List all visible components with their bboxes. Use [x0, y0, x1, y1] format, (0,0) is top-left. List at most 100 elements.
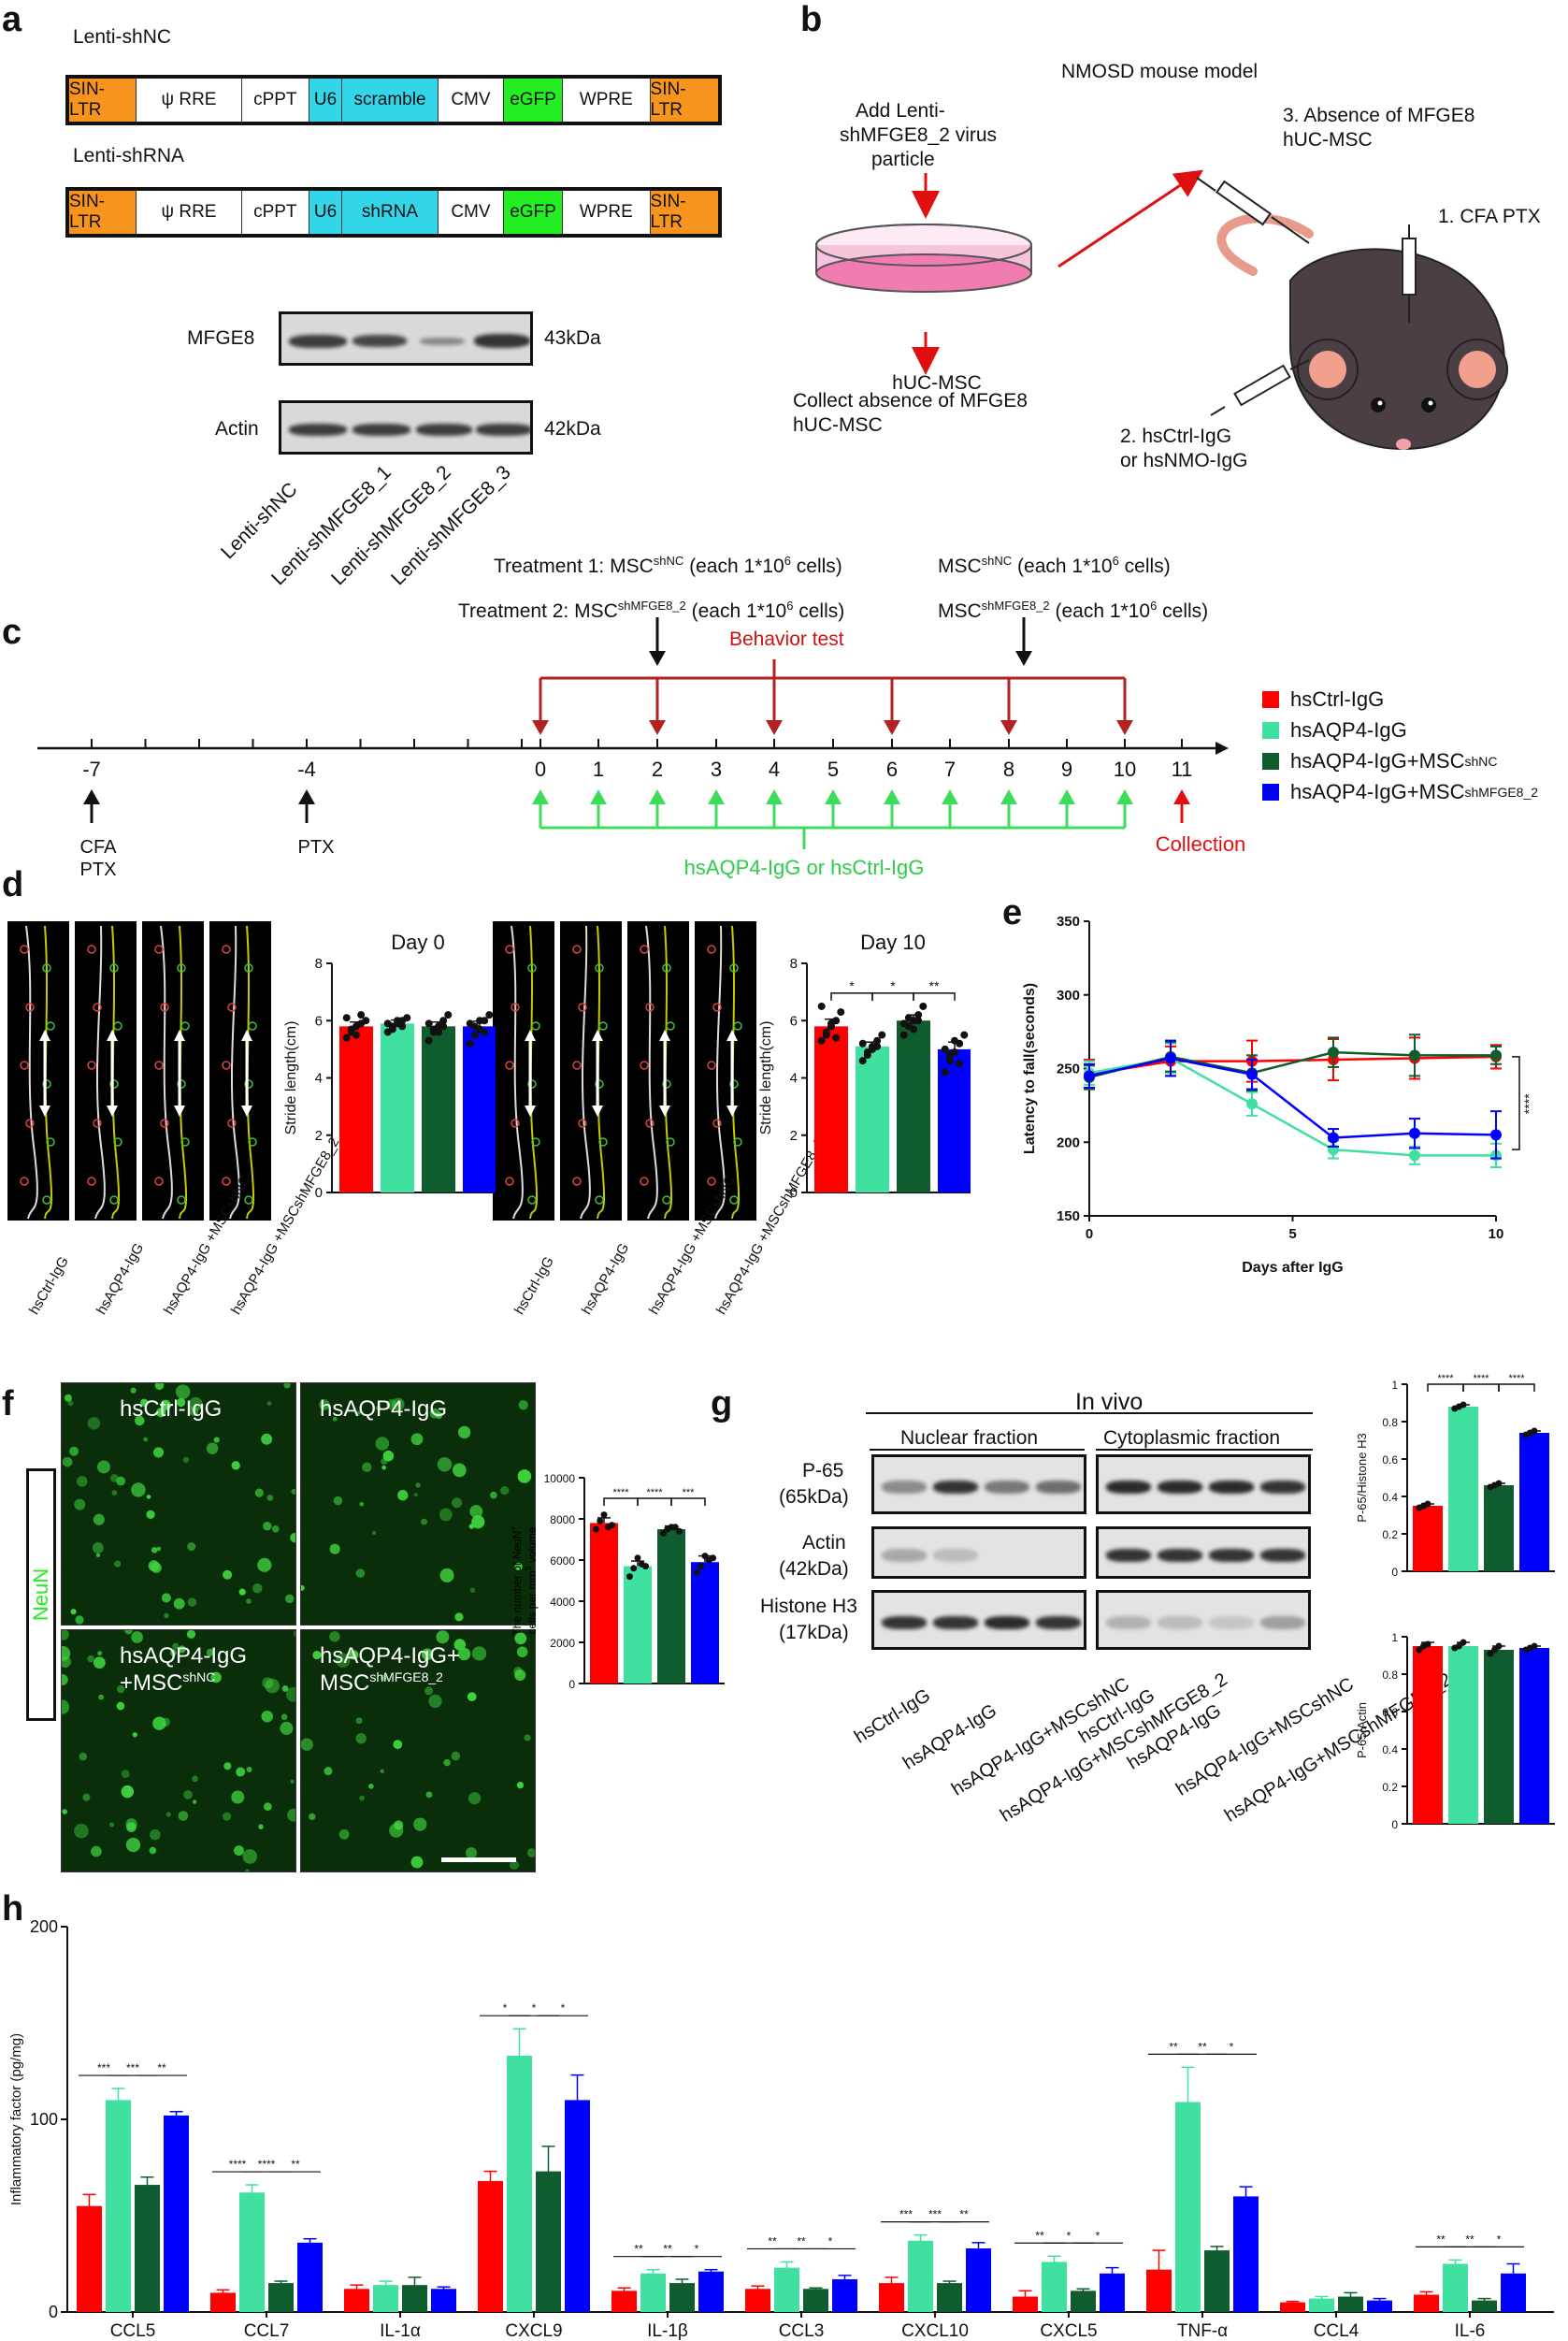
timeline-tick-label: 9 [1061, 758, 1072, 781]
in-vivo-title: In vivo [1075, 1389, 1144, 1415]
y-tick-label: 10000 [544, 1472, 576, 1485]
data-point [863, 1051, 871, 1059]
blot-band [1260, 1616, 1305, 1629]
y-axis-label: Latency to fall(seconds) [1022, 983, 1038, 1154]
construct1-segment: CMV [438, 79, 504, 122]
blot-band [1209, 1616, 1254, 1629]
bar [431, 2289, 456, 2312]
blot-row-size: (17kDa) [779, 1622, 849, 1643]
behavior-arrow [532, 720, 549, 735]
blot-row-label: Actin [802, 1532, 846, 1553]
y-tick-label: 4000 [550, 1596, 575, 1609]
data-point [347, 1025, 355, 1033]
chart-title: Day 10 [860, 931, 926, 954]
blot-mfge8-size: 43kDa [544, 327, 601, 349]
significance-label: **** [612, 1487, 629, 1498]
significance-label: ** [959, 2208, 969, 2221]
data-point [1424, 1640, 1431, 1648]
cfa-label: CFA [80, 837, 118, 858]
data-point [403, 1014, 411, 1022]
r1-c: cells) [1118, 556, 1171, 577]
construct1-map: SIN-LTR ψ RRE cPPT U6 scramble CMV eGFP WPRE SIN… [65, 75, 722, 125]
significance-label: *** [928, 2208, 942, 2221]
significance-label: * [695, 2243, 699, 2256]
injection-arrow [708, 789, 725, 804]
neun-quadrant-label-sup: shNC [182, 1669, 216, 1684]
blot-band [1106, 1481, 1151, 1494]
data-point [671, 1524, 679, 1531]
bar [1042, 2262, 1067, 2312]
add-text-3: particle [871, 149, 935, 170]
bar [422, 1026, 455, 1192]
bar [164, 2115, 189, 2312]
bar [1175, 2102, 1201, 2312]
data-point [424, 1036, 433, 1045]
bar [135, 2185, 160, 2312]
data-point [960, 1031, 969, 1039]
neun-label-box: NeuN [26, 1468, 56, 1721]
blot-row-label: Histone H3 [760, 1596, 857, 1617]
y-tick-label: 2 [790, 1128, 798, 1144]
p65-blot-panel [871, 1590, 1086, 1650]
y-tick-label: 250 [1057, 1062, 1080, 1077]
data-point [822, 1028, 830, 1036]
data-point [899, 1019, 908, 1028]
y-tick-label: 1 [1391, 1631, 1398, 1644]
data-point [676, 1527, 683, 1535]
bar [1443, 2263, 1468, 2312]
legend-entry: hsCtrl-IgG [1262, 687, 1384, 712]
x-tick-label: TNF-α [1177, 2321, 1228, 2341]
blot-band [1260, 1481, 1305, 1494]
t1-a: Treatment 1: MSC [494, 556, 654, 577]
neun-quadrant: hsCtrl-IgG [61, 1382, 296, 1626]
y-tick-label: 0 [1391, 1566, 1398, 1579]
nuclear-label: Nuclear fraction [900, 1427, 1039, 1449]
injection-arrow [884, 789, 900, 804]
data-point [951, 1036, 958, 1045]
data-point [470, 1031, 479, 1039]
y-tick-label: 200 [1057, 1134, 1080, 1150]
significance-label: **** [258, 2158, 276, 2171]
r1-sup: shNC [981, 554, 1013, 568]
data-point [817, 1036, 826, 1045]
data-point [914, 1011, 923, 1019]
bar [239, 2192, 265, 2312]
induction-arrowhead [298, 789, 315, 804]
y-label-part: The number of NeuN [511, 1531, 524, 1636]
data-point [1490, 1646, 1498, 1654]
data-point [609, 1522, 616, 1529]
construct2-segment: SIN-LTR [69, 191, 137, 234]
x-tick-label: IL-1α [380, 2321, 421, 2341]
data-point [941, 1068, 949, 1077]
step2-text-2: or hsNMO-IgG [1120, 450, 1248, 471]
significance-label: * [1067, 2229, 1072, 2242]
scale-bar [441, 1857, 516, 1862]
significance-label: * [890, 978, 896, 993]
significance-label: ** [157, 2061, 166, 2074]
construct2-segment: cPPT [241, 191, 310, 234]
actin-blot [279, 400, 533, 455]
blot-band [1158, 1549, 1202, 1562]
bar [1448, 1646, 1478, 1824]
bar [1071, 2290, 1096, 2312]
timeline-tick-label: -4 [297, 758, 316, 781]
significance-label: ** [1198, 2040, 1207, 2053]
timeline-tick-label: 10 [1114, 758, 1136, 781]
series-line [1088, 1057, 1497, 1139]
neun-quadrant-label-line2: MSCshMFGE8_2 [320, 1669, 443, 1696]
r2-a: MSC [938, 600, 982, 622]
data-point [634, 1554, 641, 1562]
data-point [1409, 1149, 1420, 1162]
data-point [956, 1060, 964, 1068]
track-label: hsCtrl-IgG [511, 1253, 557, 1318]
construct1-segment: SIN-LTR [69, 79, 137, 122]
bar [507, 2056, 532, 2312]
panel-d-letter: d [2, 865, 24, 904]
data-point [1084, 1070, 1095, 1082]
y-tick-label: 0 [1391, 1818, 1398, 1831]
t2-b: (each 1*10 [685, 600, 787, 622]
bar [1448, 1407, 1478, 1571]
significance-label: ** [768, 2234, 777, 2247]
panel-b-diagram [815, 169, 1508, 451]
